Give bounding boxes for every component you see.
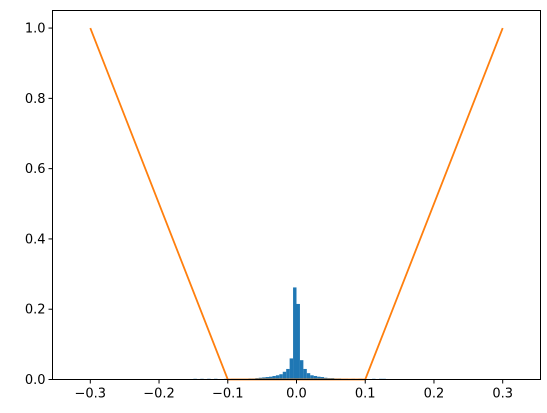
histogram-bar xyxy=(286,368,290,380)
histogram-bar xyxy=(293,287,297,380)
histogram-bar xyxy=(265,377,270,380)
histogram-bar xyxy=(317,376,321,380)
x-axis: −0.3 −0.2 −0.1 0.0 0.1 0.2 0.3 xyxy=(75,379,513,402)
y-tick-label: 1.0 xyxy=(25,22,46,37)
y-tick-label: 0.8 xyxy=(25,92,46,107)
y-tick-label: 0.6 xyxy=(25,162,46,177)
x-tick-label: −0.1 xyxy=(212,387,244,402)
x-tick-label: −0.3 xyxy=(75,387,107,402)
histogram-bar xyxy=(279,374,283,380)
histogram-bar xyxy=(310,375,314,380)
histogram-bar xyxy=(303,368,307,380)
histogram-bar xyxy=(289,358,294,380)
histogram-bar xyxy=(299,360,304,380)
x-tick-label: −0.2 xyxy=(143,387,175,402)
histogram-bar xyxy=(272,375,276,380)
histogram-bar xyxy=(282,371,287,380)
histogram-bar xyxy=(320,377,324,380)
x-tick-label: 0.0 xyxy=(286,387,307,402)
histogram-bar xyxy=(313,375,318,380)
histogram-bar xyxy=(269,376,273,380)
y-tick-label: 0.2 xyxy=(25,303,46,318)
y-tick-label: 0.4 xyxy=(25,232,46,247)
histogram-bar xyxy=(275,375,280,380)
histogram-bar xyxy=(296,303,300,380)
y-axis: 0.0 0.2 0.4 0.6 0.8 1.0 xyxy=(25,22,53,388)
histogram-bar xyxy=(306,373,311,380)
y-tick-label: 0.0 xyxy=(25,373,46,388)
x-tick-label: 0.1 xyxy=(355,387,376,402)
histogram-bar xyxy=(262,377,266,380)
x-tick-label: 0.3 xyxy=(492,387,513,402)
x-tick-label: 0.2 xyxy=(424,387,445,402)
